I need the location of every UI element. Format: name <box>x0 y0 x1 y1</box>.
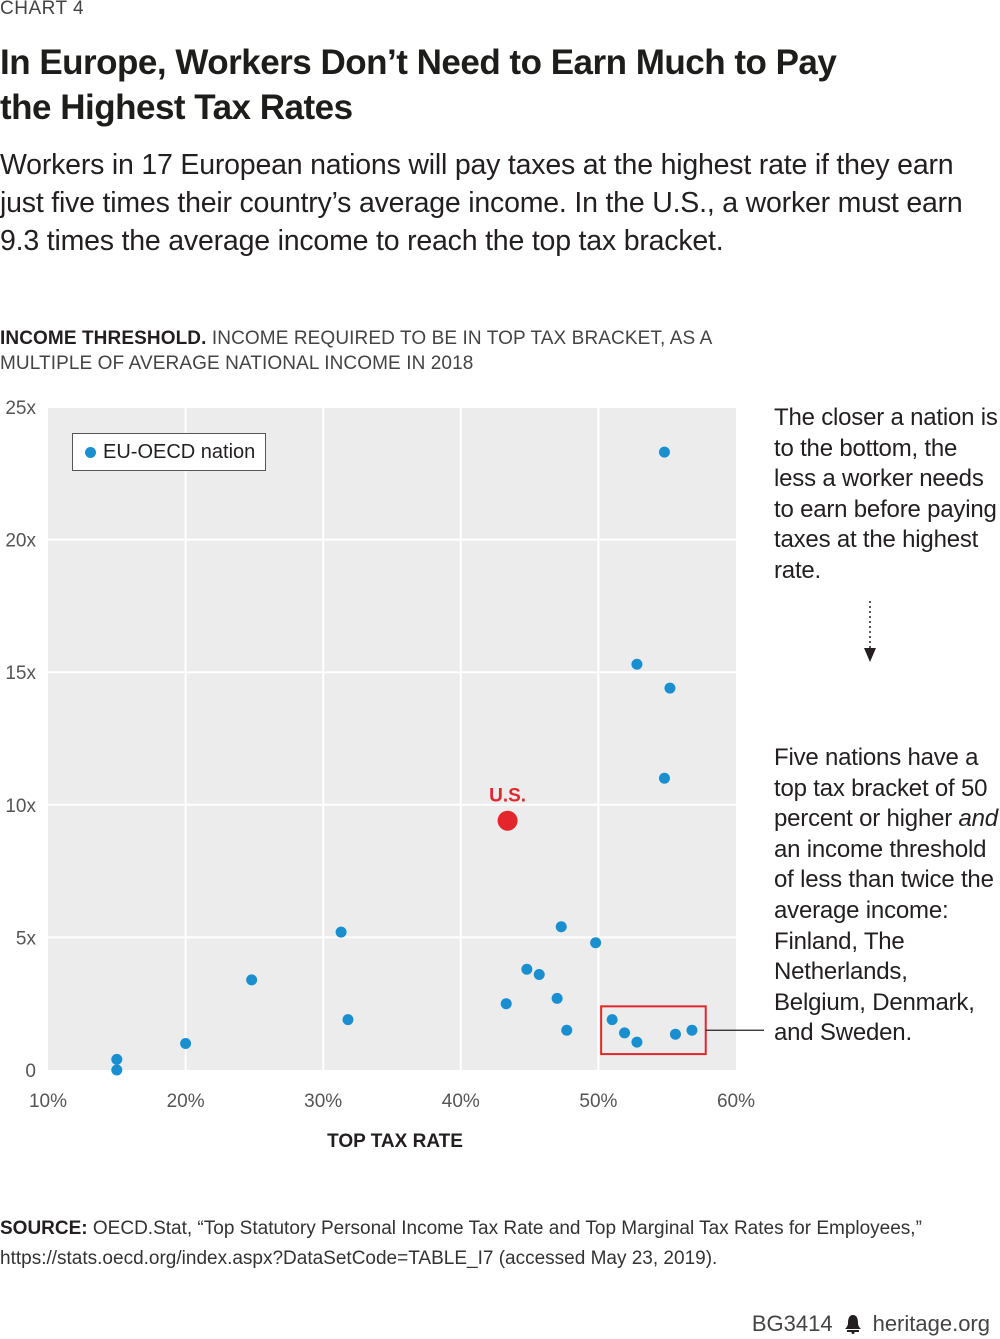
website-link[interactable]: heritage.org <box>872 1311 990 1336</box>
source-note: SOURCE: OECD.Stat, “Top Statutory Person… <box>0 1214 1000 1274</box>
scatter-chart: 10% 20% 30% 40% 50% 60% 0 5x 10x 15x 20x 25x TOP TAX… <box>5 398 876 1152</box>
y-axis-title-bold: INCOME THRESHOLD. <box>0 328 207 349</box>
y-tick-label: 5x <box>16 928 37 949</box>
y-axis-title: INCOME THRESHOLD. INCOME REQUIRED TO BE … <box>0 326 720 376</box>
legend: EU-OECD nation <box>72 433 266 471</box>
eu-data-point <box>658 772 670 784</box>
us-data-point <box>497 810 518 831</box>
source-text: OECD.Stat, “Top Statutory Personal Incom… <box>0 1218 922 1269</box>
x-tick-label: 30% <box>304 1091 342 1112</box>
y-tick-label: 25x <box>5 398 36 419</box>
eu-data-point <box>533 969 545 981</box>
eu-data-point <box>561 1024 573 1036</box>
annotation-five-nations-text-2: an income threshold of less than twice t… <box>774 835 994 1047</box>
eu-data-point <box>590 937 602 949</box>
y-tick-label: 15x <box>5 663 36 684</box>
x-tick-label: 40% <box>442 1091 480 1112</box>
y-tick-label: 20x <box>5 531 36 552</box>
eu-data-point <box>551 992 563 1004</box>
chart-subtitle: Workers in 17 European nations will pay … <box>0 149 963 257</box>
annotation-five-nations: Five nations have a top tax bracket of 5… <box>774 743 1000 1049</box>
plot-background <box>48 407 736 1070</box>
eu-data-point <box>246 974 258 986</box>
y-tick-label: 0 <box>25 1061 36 1082</box>
liberty-bell-icon <box>844 1315 861 1334</box>
eu-data-point <box>664 682 676 694</box>
highlight-box <box>600 1005 707 1056</box>
footer: BG3414 heritage.org <box>752 1311 990 1337</box>
eu-data-point <box>180 1037 192 1049</box>
eu-data-point <box>111 1053 123 1065</box>
chart-title: In Europe, Workers Don’t Need to Earn Mu… <box>0 43 837 127</box>
eu-data-point <box>686 1024 698 1036</box>
x-tick-label: 10% <box>29 1091 67 1112</box>
eu-data-point <box>555 921 567 933</box>
report-code: BG3414 <box>751 1311 833 1336</box>
eu-data-point <box>631 658 643 670</box>
x-tick-label: 50% <box>579 1091 617 1112</box>
eu-data-point <box>500 998 512 1010</box>
eu-data-point <box>521 963 533 975</box>
eu-data-point <box>631 1036 643 1048</box>
y-tick-label: 10x <box>5 796 36 817</box>
source-label: SOURCE: <box>0 1218 88 1239</box>
x-axis-title: TOP TAX RATE <box>327 1131 463 1152</box>
y-axis-title-text: INCOME REQUIRED TO BE IN TOP TAX BRACKET… <box>0 328 712 374</box>
annotation-five-nations-emphasis: and <box>958 805 999 833</box>
eu-data-point <box>619 1027 631 1039</box>
eu-data-point <box>669 1028 681 1040</box>
eu-data-point <box>342 1014 354 1026</box>
eu-data-point <box>335 926 347 938</box>
legend-dot-icon <box>85 446 96 458</box>
chart-label: CHART 4 <box>0 0 85 19</box>
x-tick-label: 60% <box>717 1091 755 1112</box>
eu-data-point <box>606 1014 618 1026</box>
us-data-label: U.S. <box>489 786 526 807</box>
annotation-bottom-closer: The closer a nation is to the bottom, th… <box>774 404 998 584</box>
x-tick-label: 20% <box>167 1091 205 1112</box>
annotation-arrow-head <box>864 648 876 662</box>
legend-label: EU-OECD nation <box>103 440 256 463</box>
annotation-five-nations-text-1: Five nations have a top tax bracket of 5… <box>774 744 988 833</box>
eu-data-point <box>111 1064 123 1076</box>
eu-data-point <box>658 446 670 458</box>
